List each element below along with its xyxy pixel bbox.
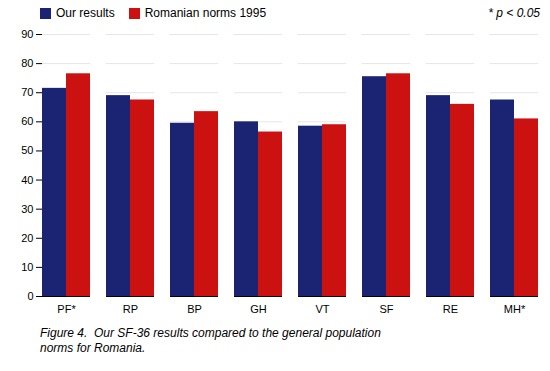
svg-text:SF: SF	[379, 303, 393, 315]
html-text:* p < 0.05: * p < 0.05	[488, 6, 540, 20]
svg-text:RP: RP	[123, 303, 138, 315]
svg-text:MH*: MH*	[504, 303, 526, 315]
svg-text:30: 30	[21, 203, 33, 215]
svg-text:VT: VT	[315, 303, 329, 315]
svg-text:90: 90	[21, 28, 33, 40]
svg-text:50: 50	[21, 144, 33, 156]
html-text:Our results: Our results	[56, 6, 115, 20]
svg-text:70: 70	[21, 86, 33, 98]
svg-text:RE: RE	[443, 303, 458, 315]
html-text:Romanian norms 1995: Romanian norms 1995	[144, 6, 267, 20]
svg-text:80: 80	[21, 57, 33, 69]
svg-text:20: 20	[21, 232, 33, 244]
svg-text:10: 10	[21, 261, 33, 273]
html-text:Figure 4. Our SF-36 results co: Figure 4. Our SF-36 results compared to …	[40, 326, 381, 355]
svg-text:0: 0	[27, 290, 33, 302]
svg-text:PF*: PF*	[57, 303, 76, 315]
svg-text:GH: GH	[250, 303, 267, 315]
svg-text:BP: BP	[187, 303, 202, 315]
svg-text:60: 60	[21, 115, 33, 127]
svg-text:40: 40	[21, 174, 33, 186]
